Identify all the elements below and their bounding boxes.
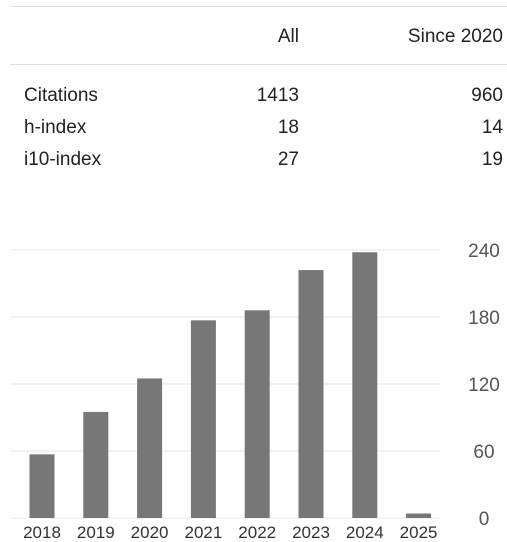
y-tick-label: 0 [479,509,490,530]
row-label[interactable]: h-index [24,117,87,138]
x-tick-label: 2021 [184,523,222,542]
bar-2021[interactable] [190,320,216,518]
column-header-all: All [277,26,299,47]
y-tick-label: 120 [468,375,500,396]
bar-2018[interactable] [29,454,55,518]
table-row-citations: Citations 1413 960 [10,80,507,112]
column-header-since-2020: Since 2020 [407,26,503,47]
x-tick-label: 2024 [346,523,384,542]
bar-2020[interactable] [137,378,163,518]
value-all: 27 [277,149,299,170]
y-tick-label: 60 [473,442,494,463]
table-header: All Since 2020 [10,7,507,65]
bar-2023[interactable] [298,270,324,518]
x-tick-label: 2023 [292,523,330,542]
value-since-2020: 19 [481,149,503,170]
x-tick-label: 2020 [131,523,169,542]
x-tick-label: 2018 [23,523,61,542]
x-tick-label: 2019 [77,523,115,542]
table-row-h-index: h-index 18 14 [10,112,507,144]
chart-bars [29,252,432,518]
value-since-2020: 960 [471,85,503,106]
table-row-i10-index: i10-index 27 19 [10,144,507,176]
bar-2019[interactable] [83,411,109,518]
citation-stats-table: All Since 2020 Citations 1413 960 h-inde… [10,6,507,176]
value-all: 18 [277,117,299,138]
bar-2025[interactable] [406,513,432,518]
value-all: 1413 [256,85,299,106]
row-label[interactable]: i10-index [24,149,102,170]
bar-2024[interactable] [352,252,378,518]
top-divider [10,6,507,7]
y-tick-label: 240 [468,241,500,262]
value-since-2020: 14 [481,117,503,138]
chart-y-axis-labels: 0 60 120 180 240 [468,241,500,530]
x-tick-label: 2025 [400,523,438,542]
x-tick-label: 2022 [238,523,276,542]
y-tick-label: 180 [468,308,500,329]
row-label[interactable]: Citations [24,85,98,106]
chart-x-axis-labels: 2018 2019 2020 2021 2022 2023 2024 2025 [23,523,437,542]
bar-2022[interactable] [244,310,270,518]
citations-per-year-chart: 2018 2019 2020 2021 2022 2023 2024 2025 0 60 120 1… [10,241,500,542]
